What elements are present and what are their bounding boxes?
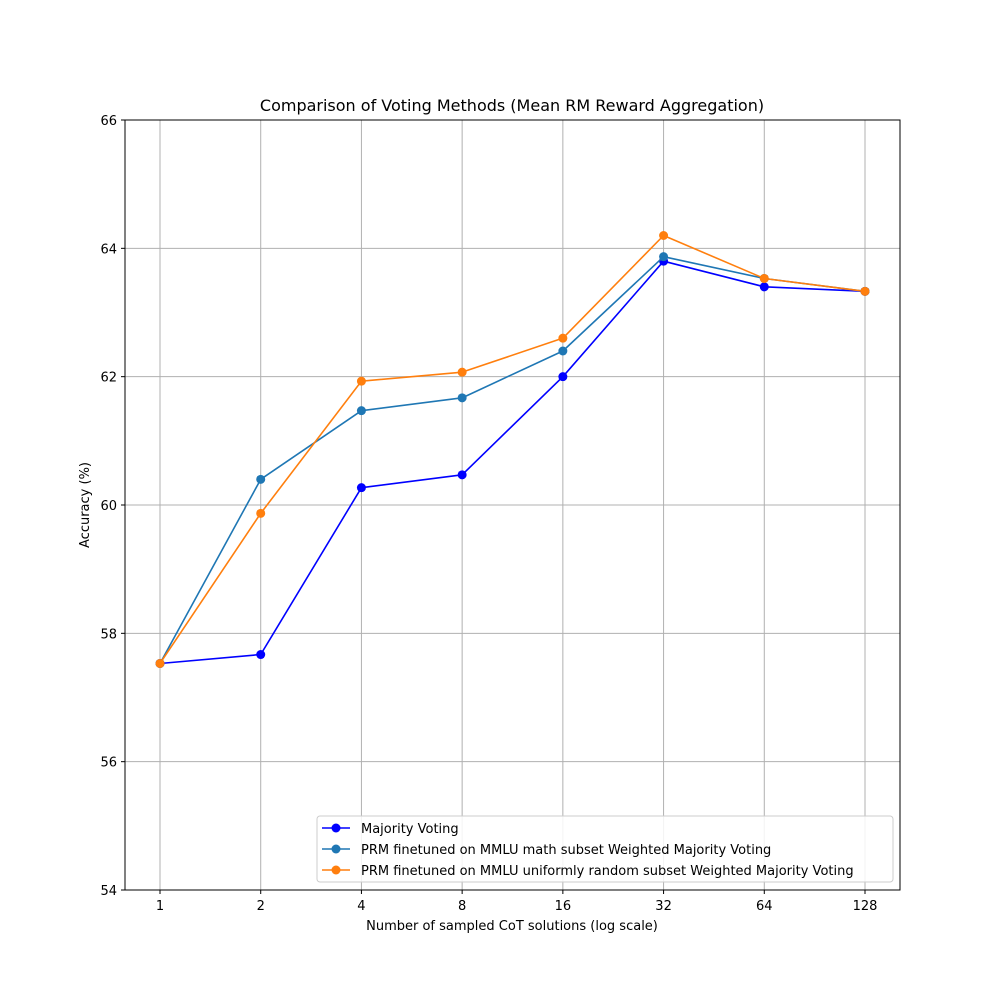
data-point: [457, 393, 467, 403]
y-tick-label: 60: [100, 499, 117, 514]
x-axis: 1 2 4 8 16 32 64 128: [156, 890, 878, 914]
data-point: [356, 406, 366, 416]
data-point: [759, 282, 769, 292]
series-1: [155, 256, 870, 668]
data-point: [256, 650, 266, 660]
data-point: [659, 231, 669, 240]
series-3: [155, 231, 870, 668]
data-point: [356, 483, 366, 493]
y-tick-label: 54: [100, 884, 117, 899]
series-layer: [155, 231, 870, 668]
legend-item-1: Majority Voting: [322, 822, 459, 837]
data-point: [356, 376, 366, 386]
data-point: [558, 333, 568, 343]
x-tick-label: 1: [156, 899, 164, 914]
legend-box: [316, 815, 894, 883]
x-tick-label: 2: [257, 899, 265, 914]
y-tick-label: 56: [100, 756, 117, 771]
x-tick-label: 16: [555, 899, 572, 914]
x-tick-label: 32: [655, 899, 672, 914]
y-axis-label: Accuracy (%): [78, 462, 93, 548]
data-point: [759, 273, 769, 283]
chart-title: Comparison of Voting Methods (Mean RM Re…: [260, 96, 764, 115]
data-point: [155, 658, 165, 668]
legend-marker: [331, 865, 341, 875]
legend-marker: [331, 823, 341, 833]
data-point: [659, 252, 669, 262]
data-point: [256, 474, 266, 484]
data-point: [457, 367, 467, 377]
legend-label: PRM finetuned on MMLU uniformly random s…: [361, 864, 854, 879]
legend-label: Majority Voting: [361, 822, 459, 837]
x-tick-label: 8: [458, 899, 466, 914]
x-tick-label: 128: [853, 899, 878, 914]
y-tick-label: 66: [100, 114, 117, 129]
legend-marker: [331, 844, 341, 854]
legend: Majority Voting PRM finetuned on MMLU mat…: [316, 815, 894, 883]
legend-item-2: PRM finetuned on MMLU math subset Weight…: [322, 843, 771, 858]
y-tick-label: 58: [100, 627, 117, 642]
data-point: [256, 508, 266, 518]
legend-label: PRM finetuned on MMLU math subset Weight…: [361, 843, 771, 858]
y-tick-label: 62: [100, 371, 117, 386]
y-axis: 54 56 58 60 62 64 66: [100, 114, 125, 899]
data-point: [457, 470, 467, 480]
x-axis-label: Number of sampled CoT solutions (log sca…: [366, 919, 658, 934]
data-point: [558, 346, 568, 356]
x-tick-label: 4: [357, 899, 365, 914]
series-line: [159, 234, 866, 664]
data-point: [860, 286, 870, 296]
x-tick-label: 64: [756, 899, 773, 914]
legend-item-3: PRM finetuned on MMLU uniformly random s…: [322, 864, 854, 879]
data-point: [558, 372, 568, 382]
series-line: [159, 255, 866, 664]
y-tick-label: 64: [100, 242, 117, 257]
series-line: [159, 260, 866, 665]
